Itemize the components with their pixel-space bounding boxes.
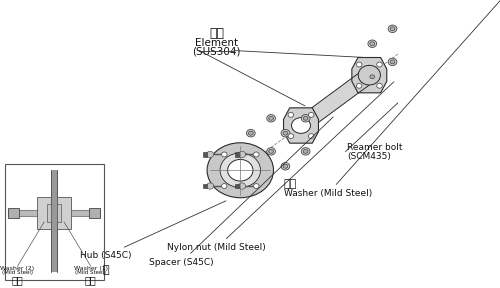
- Ellipse shape: [304, 116, 308, 120]
- Ellipse shape: [376, 83, 382, 88]
- Ellipse shape: [422, 25, 432, 33]
- Ellipse shape: [290, 116, 312, 135]
- Ellipse shape: [418, 39, 423, 44]
- Ellipse shape: [207, 143, 274, 198]
- Bar: [90, 208, 101, 218]
- Text: Spacer (S45C): Spacer (S45C): [148, 117, 333, 267]
- Ellipse shape: [246, 162, 255, 170]
- Text: Washer (Mild Steel): Washer (Mild Steel): [284, 0, 500, 198]
- Ellipse shape: [248, 164, 253, 168]
- Ellipse shape: [422, 58, 432, 66]
- Ellipse shape: [292, 118, 310, 133]
- Text: 元件: 元件: [209, 27, 224, 40]
- Ellipse shape: [222, 183, 227, 188]
- Ellipse shape: [360, 67, 379, 83]
- Ellipse shape: [403, 0, 469, 53]
- Ellipse shape: [402, 73, 411, 81]
- Ellipse shape: [418, 7, 423, 12]
- Text: (SCM435): (SCM435): [347, 152, 391, 161]
- Ellipse shape: [356, 62, 362, 67]
- Bar: [8, 208, 19, 218]
- Text: 毅: 毅: [102, 266, 109, 275]
- Text: 垁片: 垁片: [12, 275, 23, 285]
- Polygon shape: [352, 58, 387, 93]
- Bar: [203, 152, 207, 157]
- Ellipse shape: [206, 183, 214, 189]
- Bar: [235, 183, 239, 188]
- Text: Washer (1): Washer (1): [74, 266, 108, 271]
- Bar: [4, 164, 103, 280]
- Ellipse shape: [308, 134, 314, 139]
- Text: Hub (S45C): Hub (S45C): [80, 201, 226, 260]
- Ellipse shape: [450, 7, 455, 12]
- Bar: [52, 170, 57, 272]
- Ellipse shape: [404, 42, 409, 46]
- Bar: [48, 204, 52, 222]
- Text: Nylon nut (Mild Steel): Nylon nut (Mild Steel): [167, 82, 394, 252]
- Ellipse shape: [370, 42, 374, 46]
- Ellipse shape: [424, 27, 430, 31]
- Ellipse shape: [472, 0, 500, 1]
- Ellipse shape: [304, 149, 308, 153]
- Bar: [57, 204, 61, 222]
- Polygon shape: [284, 108, 318, 143]
- Ellipse shape: [283, 131, 288, 135]
- Ellipse shape: [206, 151, 214, 158]
- Ellipse shape: [220, 153, 260, 187]
- Ellipse shape: [281, 130, 289, 137]
- Ellipse shape: [288, 134, 294, 139]
- Ellipse shape: [370, 75, 374, 79]
- Ellipse shape: [368, 40, 376, 48]
- Ellipse shape: [238, 151, 246, 158]
- Ellipse shape: [288, 112, 294, 117]
- Ellipse shape: [376, 62, 382, 67]
- Ellipse shape: [424, 60, 430, 64]
- Polygon shape: [301, 65, 370, 135]
- Ellipse shape: [254, 152, 259, 157]
- Ellipse shape: [450, 39, 455, 44]
- Ellipse shape: [248, 131, 253, 135]
- Ellipse shape: [404, 75, 409, 79]
- Bar: [235, 152, 239, 157]
- Ellipse shape: [266, 115, 276, 122]
- Bar: [57, 197, 71, 229]
- Ellipse shape: [254, 183, 259, 188]
- Ellipse shape: [283, 164, 288, 168]
- Ellipse shape: [246, 130, 255, 137]
- Text: Washer (2): Washer (2): [0, 266, 34, 271]
- Text: 垁片: 垁片: [85, 275, 96, 285]
- Text: Reamer bolt: Reamer bolt: [347, 143, 403, 152]
- Ellipse shape: [222, 152, 227, 157]
- Ellipse shape: [388, 58, 397, 66]
- Ellipse shape: [238, 183, 246, 189]
- Bar: [203, 183, 207, 188]
- Text: (Mild Steel): (Mild Steel): [76, 270, 106, 275]
- Ellipse shape: [416, 8, 457, 43]
- Ellipse shape: [358, 65, 380, 85]
- Text: (SUS304): (SUS304): [192, 47, 241, 57]
- Ellipse shape: [281, 162, 289, 170]
- Ellipse shape: [228, 160, 253, 181]
- Ellipse shape: [308, 112, 314, 117]
- Ellipse shape: [268, 149, 274, 153]
- Ellipse shape: [388, 25, 397, 33]
- Ellipse shape: [302, 115, 310, 122]
- Ellipse shape: [424, 15, 449, 37]
- Ellipse shape: [266, 148, 276, 155]
- Ellipse shape: [268, 116, 274, 120]
- Bar: [8, 210, 100, 216]
- Ellipse shape: [302, 148, 310, 155]
- Ellipse shape: [356, 83, 362, 88]
- Text: 垁片: 垁片: [284, 179, 297, 189]
- Ellipse shape: [390, 60, 395, 64]
- Text: Element: Element: [195, 38, 238, 48]
- Ellipse shape: [402, 40, 411, 48]
- Text: (Mild Steel): (Mild Steel): [2, 270, 33, 275]
- Ellipse shape: [390, 27, 395, 31]
- Ellipse shape: [368, 73, 376, 81]
- Bar: [37, 197, 52, 229]
